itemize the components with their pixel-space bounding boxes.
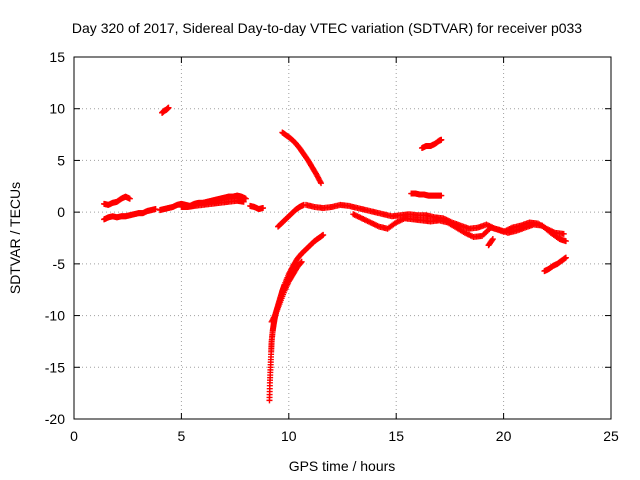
data-point (260, 205, 267, 212)
series-seg-i (408, 190, 445, 199)
data-point (240, 198, 247, 205)
series-seg-h-lower (350, 211, 569, 245)
series-seg-j (418, 136, 445, 152)
x-tick-label: 5 (178, 428, 186, 444)
data-point (152, 206, 159, 213)
y-tick-label: 15 (49, 49, 65, 65)
series-seg-e-decline (279, 129, 325, 187)
series-seg-c (247, 202, 267, 213)
y-tick-label: 5 (57, 152, 65, 168)
data-point (297, 259, 304, 266)
x-tick-label: 0 (70, 428, 78, 444)
axis-ticks: 0 5 10 15 20 25 -20 -15 -10 -5 0 5 10 15 (45, 49, 619, 444)
y-axis-label: SDTVAR / TECUs (7, 182, 23, 294)
series-seg-d (159, 104, 172, 116)
data-point (562, 254, 569, 261)
plot-frame (73, 56, 612, 420)
x-tick-label: 15 (388, 428, 404, 444)
series-seg-f-upper (268, 258, 305, 325)
data-point (318, 180, 325, 187)
data-point (165, 104, 172, 111)
data-point (242, 195, 249, 202)
series-seg-a-upper (101, 193, 133, 208)
x-tick-label: 10 (281, 428, 297, 444)
y-tick-label: 10 (49, 101, 65, 117)
data-point (126, 195, 133, 202)
series-seg-a-lower (101, 206, 159, 223)
grid-lines (74, 57, 611, 419)
series-seg-b-lower (178, 197, 247, 210)
series-seg-g-rise (275, 201, 307, 230)
data-point (560, 230, 567, 237)
series-seg-k (541, 254, 569, 275)
data-point (489, 236, 496, 243)
data-point (438, 192, 445, 199)
x-axis-label: GPS time / hours (289, 458, 396, 474)
data-point (562, 238, 569, 245)
x-tick-label: 25 (603, 428, 619, 444)
x-tick-label: 20 (496, 428, 512, 444)
data-point (298, 258, 305, 265)
y-tick-label: -20 (45, 411, 65, 427)
data-point (489, 237, 496, 244)
y-tick-label: 0 (57, 204, 65, 220)
series-seg-h-dip (485, 236, 496, 249)
data-point (438, 136, 445, 143)
data-point (320, 231, 327, 238)
chart-title: Day 320 of 2017, Sidereal Day-to-day VTE… (72, 20, 582, 36)
data-series (101, 104, 569, 404)
y-tick-label: -5 (53, 256, 66, 272)
y-tick-label: -15 (45, 359, 65, 375)
y-tick-label: -10 (45, 308, 65, 324)
